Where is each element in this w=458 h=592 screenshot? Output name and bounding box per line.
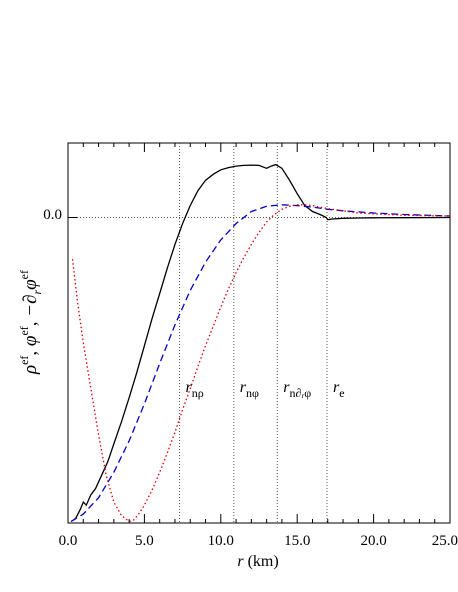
x-tick-label: 0.0 [59,533,78,549]
x-tick-label: 10.0 [208,533,234,549]
x-tick-label: 15.0 [284,533,310,549]
series-layer [70,163,451,523]
x-tick-label: 5.0 [135,533,154,549]
grid-layer [68,143,450,523]
vline-label-r-e: re [333,379,345,400]
vline-label-r-n-dr-phi: rn∂ᵣφ [283,379,311,400]
vline-labels: rnρ rnφ rn∂ᵣφ re [186,379,345,400]
series-line-solid [70,163,451,523]
x-tick-label: 20.0 [360,533,386,549]
x-axis-label: r (km) [237,553,278,570]
series-line-dotted [71,204,451,523]
plot-border [67,142,451,524]
vline-label-r-n-phi: rnφ [240,379,259,400]
series-line-dashed [70,204,451,523]
x-tick-label: 25.0 [432,533,458,549]
tick-layer: 0.0 5.0 10.0 15.0 20.0 25.0 [59,143,458,549]
plot-frame [67,142,451,524]
vline-label-r-n-rho: rnρ [186,379,204,400]
y-axis-label: ρef, φef, −∂rφef [17,270,44,375]
y-tick-label-zero: 0.0 [43,207,62,223]
